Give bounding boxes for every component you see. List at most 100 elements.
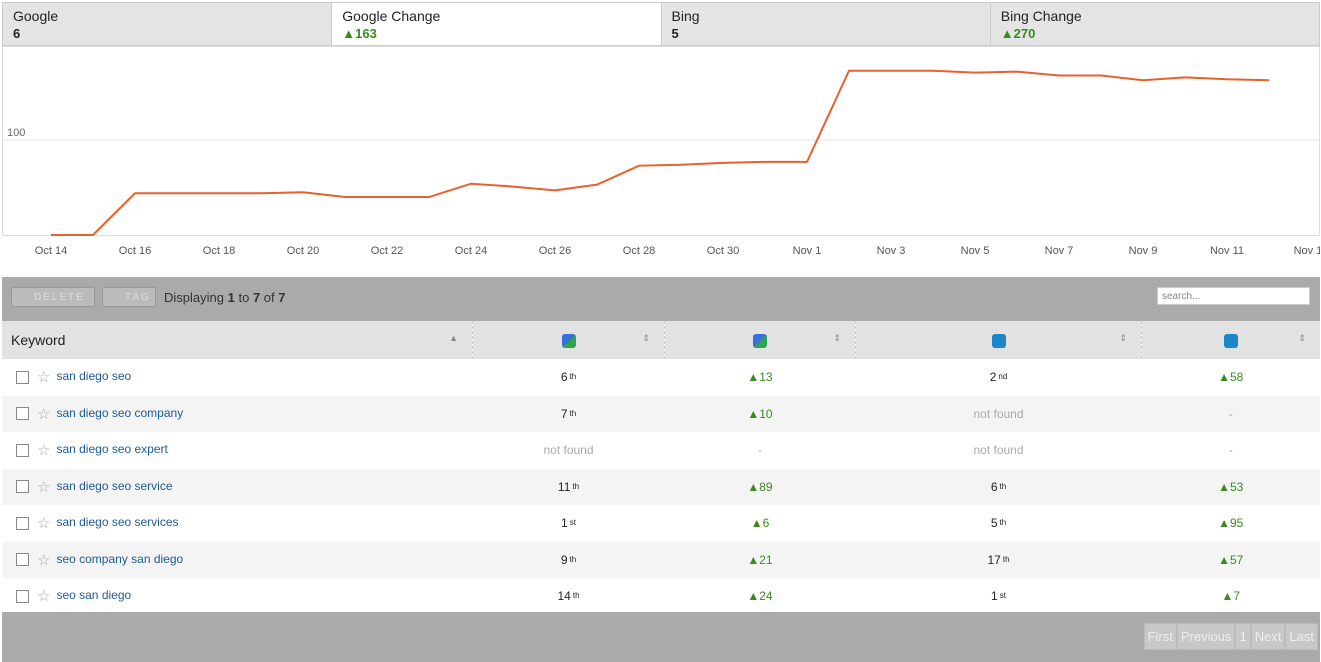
star[interactable]: ☆ — [37, 551, 51, 569]
cell: ▲13 — [665, 359, 856, 396]
x-tick-label: Nov 11 — [1210, 245, 1244, 257]
keyword-cell: ☆ san diego seo — [2, 359, 473, 396]
keyword-cell: ☆ seo company san diego — [2, 541, 473, 578]
page-button[interactable]: First — [1143, 623, 1177, 650]
rank-suffix: th — [999, 481, 1007, 491]
checkbox[interactable] — [16, 443, 29, 457]
tab[interactable]: Bing 5 — [661, 3, 991, 45]
tab[interactable]: Google 6 — [3, 3, 333, 45]
tab-value: ▲163 — [342, 26, 377, 41]
tab-label: Bing Change — [1000, 8, 1082, 24]
change: - — [1228, 406, 1233, 421]
change: ▲89 — [747, 479, 773, 494]
button-label: DELETE — [34, 292, 85, 303]
star[interactable]: ☆ — [37, 478, 51, 496]
line — [51, 69, 1270, 236]
pagination: First Previous 1 Next Last — [1143, 623, 1318, 650]
placeholder: search... — [1162, 291, 1201, 302]
x-tick-label: Oct 14 — [35, 245, 67, 257]
header-bing[interactable]: ⇕ — [855, 321, 1142, 359]
tab-value: 5 — [671, 26, 679, 41]
rank-suffix: th — [1002, 554, 1010, 564]
rank-suffix: th — [572, 591, 580, 601]
cell: - — [1141, 395, 1320, 432]
keyword-link[interactable]: seo company san diego — [56, 551, 184, 566]
page-button[interactable]: Previous — [1176, 623, 1236, 650]
x-tick-label: Oct 20 — [287, 245, 319, 257]
star[interactable]: ☆ — [37, 515, 51, 533]
search-input[interactable]: search... — [1157, 287, 1310, 305]
header-keyword[interactable]: Keyword ▲ — [2, 321, 473, 359]
rank-suffix: th — [569, 408, 577, 418]
star[interactable]: ☆ — [37, 405, 51, 423]
rank-suffix: th — [569, 372, 577, 382]
header-bing-change[interactable]: ⇕ — [1141, 321, 1320, 359]
header-google[interactable]: ⇕ — [472, 321, 665, 359]
checkbox[interactable] — [16, 589, 29, 603]
text: 7 — [252, 290, 261, 305]
star[interactable]: ☆ — [37, 588, 51, 606]
keyword-link[interactable]: san diego seo — [56, 369, 132, 384]
text: of — [263, 290, 275, 305]
rank: 2 — [989, 370, 997, 385]
tab[interactable]: Bing Change ▲270 — [990, 3, 1319, 45]
tab-value: ▲270 — [1000, 26, 1036, 41]
rank: 14 — [557, 589, 571, 604]
checkbox[interactable] — [16, 516, 29, 530]
cell: ▲10 — [664, 395, 856, 432]
rank: 1 — [991, 589, 998, 604]
checkbox[interactable] — [16, 407, 29, 421]
rank: 1 — [561, 516, 568, 531]
rank: 5 — [990, 516, 998, 531]
x-tick-label: Nov 1 — [793, 245, 822, 257]
rank-suffix: th — [999, 518, 1007, 528]
header-google-change[interactable]: ⇕ — [664, 321, 856, 359]
y-tick-label: 100 — [7, 127, 25, 139]
star[interactable]: ☆ — [37, 442, 51, 460]
cell: ▲53 — [1141, 468, 1320, 505]
footer: First Previous 1 Next Last — [2, 612, 1320, 662]
checkbox[interactable] — [16, 480, 29, 494]
rank-suffix: st — [569, 518, 576, 528]
change: ▲95 — [1218, 516, 1244, 531]
x-tick-label: Oct 22 — [371, 245, 403, 257]
keyword-link[interactable]: san diego seo company — [56, 405, 184, 420]
keyword-link[interactable]: seo san diego — [56, 588, 132, 603]
change: ▲13 — [747, 370, 773, 385]
page-button[interactable]: Next — [1250, 623, 1286, 650]
page-button[interactable]: Last — [1285, 623, 1318, 650]
rank: 17 — [987, 552, 1001, 567]
delete-button[interactable]: DELETE — [11, 287, 95, 307]
displaying: Displaying 1 to 7 of 7 — [164, 290, 286, 305]
keyword-link[interactable]: san diego seo services — [56, 515, 179, 530]
tab[interactable]: Google Change ▲163 — [332, 3, 662, 45]
checkbox[interactable] — [16, 370, 29, 384]
cell: not found — [473, 432, 665, 469]
page-button[interactable]: 1 — [1235, 623, 1251, 650]
toolbar: DELETE TAG Displaying 1 to 7 of 7 search… — [2, 277, 1320, 321]
tag-button[interactable]: TAG — [102, 287, 156, 307]
change: - — [1228, 443, 1233, 458]
header-label: Keyword — [11, 332, 66, 348]
tab-label: Bing — [671, 8, 700, 24]
text: 7 — [278, 290, 286, 305]
button-label: TAG — [125, 292, 151, 303]
keyword-link[interactable]: san diego seo service — [56, 478, 173, 493]
keyword-link[interactable]: san diego seo expert — [56, 442, 168, 457]
checkbox[interactable] — [16, 553, 29, 567]
x-tick-label: Oct 16 — [119, 245, 151, 257]
star[interactable]: ☆ — [37, 369, 51, 387]
text: Displaying — [164, 290, 224, 305]
keyword-cell: ☆ san diego seo service — [2, 468, 473, 505]
tab-value: 6 — [13, 26, 21, 41]
